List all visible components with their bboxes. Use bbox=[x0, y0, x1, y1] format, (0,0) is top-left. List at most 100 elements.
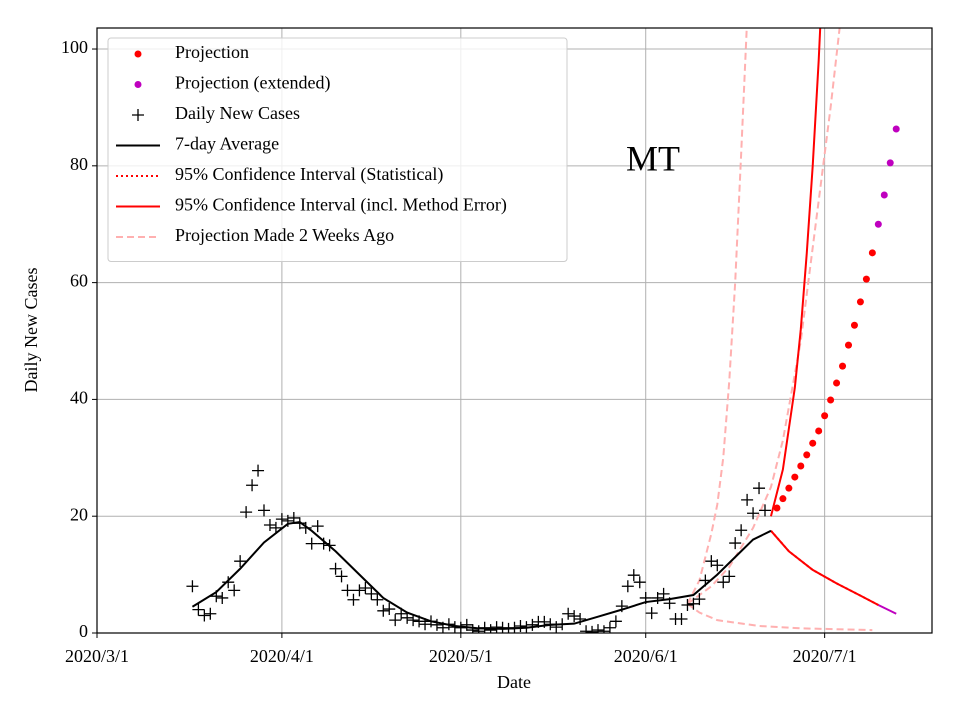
case-marker bbox=[645, 607, 658, 620]
case-marker bbox=[359, 582, 372, 595]
case-marker bbox=[341, 584, 354, 597]
projection-point bbox=[821, 412, 829, 420]
case-marker bbox=[323, 539, 336, 552]
case-marker bbox=[401, 611, 414, 624]
case-marker bbox=[478, 621, 491, 633]
case-marker bbox=[299, 521, 312, 534]
case-marker bbox=[681, 598, 694, 611]
case-marker bbox=[562, 607, 575, 620]
case-marker bbox=[389, 614, 402, 627]
case-marker bbox=[466, 624, 479, 633]
case-marker bbox=[753, 482, 766, 495]
case-marker bbox=[281, 514, 294, 527]
legend-label: Projection Made 2 Weeks Ago bbox=[175, 225, 394, 245]
case-marker bbox=[675, 612, 688, 625]
series-line bbox=[769, 28, 822, 517]
case-marker bbox=[586, 625, 599, 633]
case-marker bbox=[329, 562, 342, 575]
projection-point bbox=[850, 321, 858, 329]
x-axis-label: Date bbox=[497, 672, 531, 692]
case-marker bbox=[442, 618, 455, 631]
y-tick-label: 40 bbox=[70, 388, 88, 408]
case-marker bbox=[335, 570, 348, 583]
case-marker bbox=[383, 603, 396, 616]
case-marker bbox=[305, 537, 318, 550]
legend: Projection Projection (extended) Daily New… bbox=[107, 37, 568, 262]
case-marker bbox=[365, 587, 378, 600]
y-tick-label: 0 bbox=[79, 621, 88, 641]
series-line bbox=[686, 602, 873, 632]
projection-point bbox=[815, 427, 823, 435]
y-tick-label: 80 bbox=[70, 154, 88, 174]
series-line bbox=[686, 28, 748, 605]
legend-key bbox=[134, 50, 142, 58]
legend-label: Daily New Cases bbox=[175, 103, 300, 123]
case-marker bbox=[556, 618, 569, 631]
case-marker bbox=[192, 603, 205, 616]
case-marker bbox=[699, 574, 712, 587]
case-marker bbox=[568, 610, 581, 623]
legend-label: Projection bbox=[175, 42, 249, 62]
case-marker bbox=[311, 520, 324, 533]
case-marker bbox=[520, 621, 533, 633]
series-line bbox=[770, 530, 879, 606]
case-marker bbox=[711, 559, 724, 572]
case-marker bbox=[723, 570, 736, 583]
series-line bbox=[686, 28, 841, 605]
case-marker bbox=[759, 504, 771, 517]
projection-point bbox=[892, 125, 900, 133]
x-tick-label: 2020/5/1 bbox=[429, 646, 493, 666]
projection-point bbox=[833, 379, 841, 387]
projection-point bbox=[773, 504, 781, 512]
projection-point bbox=[827, 396, 835, 404]
series-line bbox=[877, 604, 897, 615]
case-marker bbox=[747, 507, 760, 520]
y-tick-label: 20 bbox=[70, 504, 88, 524]
chart-title: MT bbox=[626, 138, 680, 178]
case-marker bbox=[484, 624, 497, 633]
case-marker bbox=[275, 513, 288, 526]
y-tick-label: 60 bbox=[70, 271, 88, 291]
y-axis-label: Daily New Cases bbox=[21, 268, 41, 393]
case-marker bbox=[693, 593, 706, 606]
axes-frame bbox=[96, 27, 933, 634]
case-marker bbox=[460, 618, 473, 631]
case-marker bbox=[550, 621, 563, 633]
projection-point bbox=[809, 439, 817, 447]
case-marker bbox=[353, 584, 366, 597]
case-marker bbox=[419, 618, 432, 631]
case-marker bbox=[252, 464, 265, 477]
case-marker bbox=[377, 604, 390, 617]
case-marker bbox=[538, 615, 551, 628]
legend-label: 95% Confidence Interval (Statistical) bbox=[175, 164, 443, 185]
case-marker bbox=[657, 587, 670, 600]
case-marker bbox=[574, 612, 587, 625]
case-marker bbox=[592, 624, 604, 633]
case-marker bbox=[371, 593, 384, 606]
case-marker bbox=[407, 614, 420, 627]
case-marker bbox=[454, 621, 467, 633]
x-tick-label: 2020/4/1 bbox=[250, 646, 314, 666]
case-marker bbox=[687, 597, 700, 610]
case-marker bbox=[609, 615, 622, 628]
case-marker bbox=[413, 615, 426, 628]
projection-point bbox=[779, 495, 787, 503]
case-marker bbox=[663, 597, 676, 610]
case-marker bbox=[246, 479, 259, 492]
case-marker bbox=[514, 619, 527, 632]
case-marker bbox=[263, 518, 276, 531]
legend-label: 95% Confidence Interval (incl. Method Er… bbox=[175, 195, 507, 216]
projection-point bbox=[839, 362, 847, 370]
projection-point bbox=[874, 220, 882, 228]
case-marker bbox=[204, 607, 217, 620]
case-marker bbox=[633, 576, 646, 589]
case-marker bbox=[627, 569, 640, 582]
projection-point bbox=[868, 249, 876, 257]
legend-label: Projection (extended) bbox=[175, 73, 330, 94]
case-marker bbox=[639, 591, 652, 604]
projection-point bbox=[856, 298, 864, 306]
legend-key bbox=[132, 109, 144, 121]
x-tick-label: 2020/7/1 bbox=[793, 646, 857, 666]
projection-point bbox=[785, 484, 793, 492]
